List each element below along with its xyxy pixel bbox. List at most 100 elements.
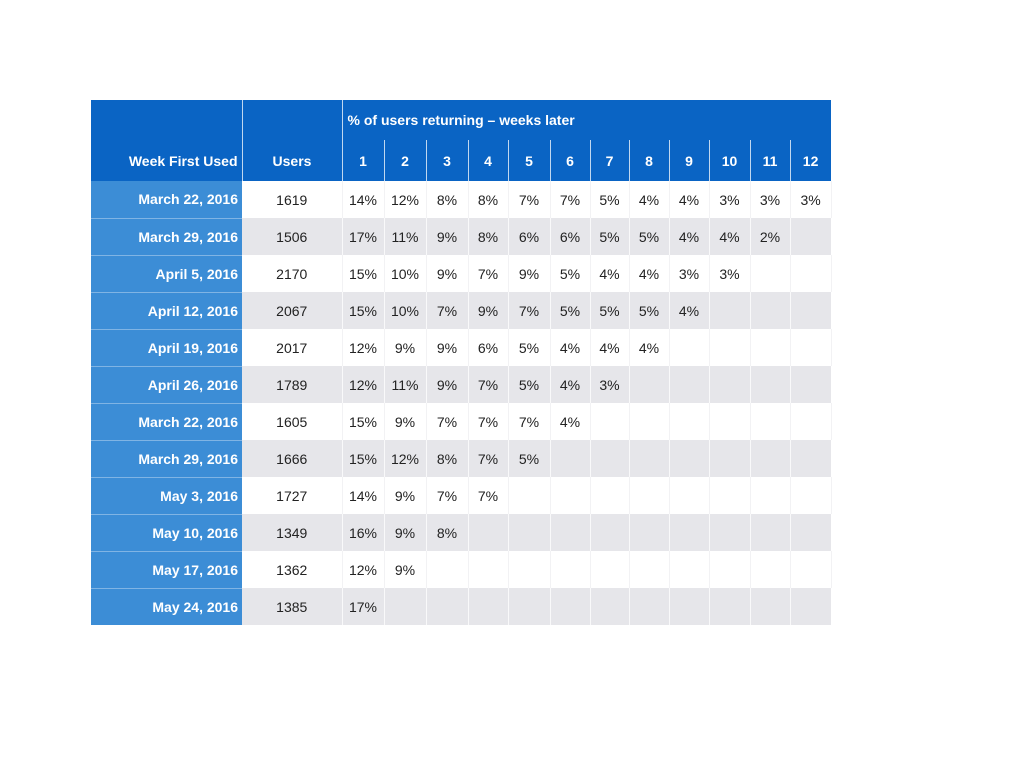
cohort-users-count: 1666 (242, 440, 343, 477)
empty-cell (750, 403, 791, 440)
retention-cell: 4% (550, 366, 591, 403)
cohort-week-label: May 24, 2016 (91, 588, 242, 626)
table-row: March 22, 2016 1619 14% 12% 8% 8% 7% 7% 5% 4% 4% 3%… (91, 181, 832, 219)
empty-cell (669, 514, 710, 551)
cohort-week-label: April 5, 2016 (91, 255, 242, 293)
empty-cell (590, 477, 630, 514)
cohort-users-count: 1789 (242, 366, 343, 403)
empty-cell (750, 366, 791, 403)
empty-cell (669, 551, 710, 588)
empty-cell (468, 551, 509, 588)
empty-cell (669, 477, 710, 514)
empty-cell (790, 292, 832, 329)
cohort-users-count: 1349 (242, 514, 343, 551)
retention-cell: 5% (508, 440, 551, 477)
retention-cell: 3% (790, 181, 832, 218)
empty-cell (669, 403, 710, 440)
cohort-week-label: March 29, 2016 (91, 440, 242, 478)
retention-cell: 9% (384, 551, 427, 588)
empty-cell (590, 514, 630, 551)
empty-cell (590, 588, 630, 625)
empty-cell (629, 588, 670, 625)
retention-cell: 5% (590, 181, 630, 218)
retention-cell: 7% (426, 403, 469, 440)
table-row: April 12, 2016 2067 15% 10% 7% 9% 7% 5% 5% 5% 4% (91, 292, 832, 330)
retention-cell: 15% (342, 440, 385, 477)
retention-cell: 5% (590, 218, 630, 255)
table-row: May 10, 2016 1349 16% 9% 8% (91, 514, 832, 552)
retention-cell: 11% (384, 218, 427, 255)
cohort-users-count: 2170 (242, 255, 343, 292)
retention-cell: 5% (550, 255, 591, 292)
cohort-week-label: April 12, 2016 (91, 292, 242, 330)
table-row: March 29, 2016 1506 17% 11% 9% 8% 6% 6% 5% 5% 4% 4%… (91, 218, 832, 256)
retention-cell: 14% (342, 477, 385, 514)
retention-cell: 4% (550, 403, 591, 440)
retention-cell: 8% (426, 514, 469, 551)
retention-cell: 9% (468, 292, 509, 329)
cohort-week-label: March 22, 2016 (91, 181, 242, 219)
table-row: May 24, 2016 1385 17% (91, 588, 832, 626)
retention-cell: 12% (384, 440, 427, 477)
retention-cell: 12% (342, 329, 385, 366)
retention-cell: 4% (629, 255, 670, 292)
empty-cell (750, 477, 791, 514)
retention-cell: 12% (342, 366, 385, 403)
retention-cell: 7% (550, 181, 591, 218)
empty-cell (790, 477, 832, 514)
empty-cell (550, 551, 591, 588)
retention-cell: 15% (342, 403, 385, 440)
retention-cell: 4% (669, 292, 710, 329)
retention-cell: 12% (342, 551, 385, 588)
cohort-users-count: 1605 (242, 403, 343, 440)
empty-cell (629, 440, 670, 477)
retention-cell: 17% (342, 588, 385, 625)
empty-cell (629, 514, 670, 551)
empty-cell (750, 551, 791, 588)
empty-cell (590, 551, 630, 588)
empty-cell (669, 329, 710, 366)
retention-cell: 9% (384, 514, 427, 551)
cohort-users-count: 2067 (242, 292, 343, 329)
table-row: March 22, 2016 1605 15% 9% 7% 7% 7% 4% (91, 403, 832, 441)
empty-cell (669, 366, 710, 403)
empty-cell (790, 255, 832, 292)
retention-cell: 7% (508, 292, 551, 329)
retention-cell: 7% (508, 403, 551, 440)
retention-cell: 7% (468, 440, 509, 477)
empty-cell (508, 551, 551, 588)
retention-cell: 9% (426, 255, 469, 292)
empty-cell (790, 551, 832, 588)
retention-cell: 7% (468, 477, 509, 514)
empty-cell (750, 440, 791, 477)
empty-cell (750, 255, 791, 292)
retention-cell: 8% (468, 181, 509, 218)
retention-cell: 4% (709, 218, 751, 255)
retention-cell: 9% (426, 218, 469, 255)
empty-cell (550, 477, 591, 514)
retention-cell: 7% (426, 292, 469, 329)
retention-cell: 7% (468, 403, 509, 440)
retention-cell: 4% (669, 181, 710, 218)
empty-cell (669, 588, 710, 625)
retention-cell: 6% (468, 329, 509, 366)
retention-cell: 7% (508, 181, 551, 218)
retention-cell: 9% (384, 477, 427, 514)
cohort-retention-table: % of users returning – weeks later Week … (91, 100, 832, 626)
empty-cell (750, 514, 791, 551)
retention-cell: 10% (384, 255, 427, 292)
retention-cell: 4% (669, 218, 710, 255)
header-week-4: 4 (468, 140, 509, 181)
header-week-12: 12 (790, 140, 832, 181)
retention-cell: 7% (468, 366, 509, 403)
header-week-8: 8 (629, 140, 670, 181)
retention-cell: 6% (550, 218, 591, 255)
empty-cell (508, 477, 551, 514)
table-row: April 26, 2016 1789 12% 11% 9% 7% 5% 4% 3% (91, 366, 832, 404)
retention-cell: 17% (342, 218, 385, 255)
header-users: Users (242, 140, 343, 181)
retention-cell: 10% (384, 292, 427, 329)
retention-cell: 8% (426, 440, 469, 477)
retention-cell: 4% (550, 329, 591, 366)
empty-cell (790, 218, 832, 255)
